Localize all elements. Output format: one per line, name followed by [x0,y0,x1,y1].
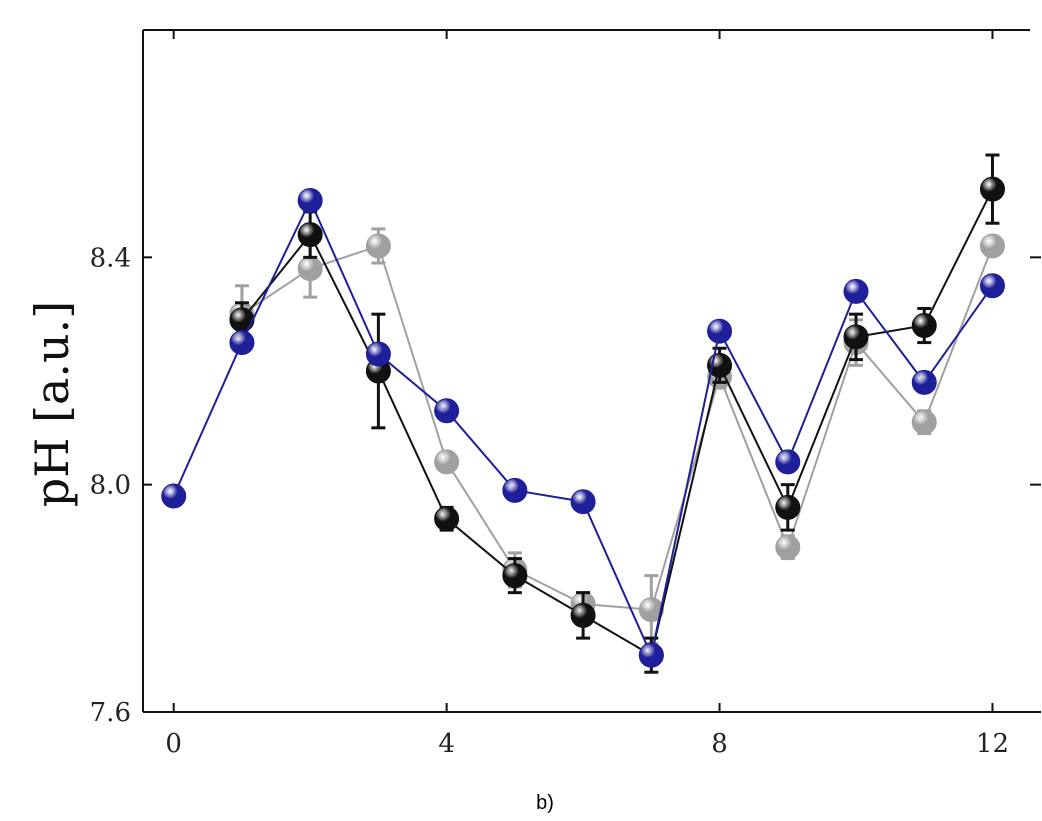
data-point [434,449,460,475]
data-point [979,273,1005,299]
data-point [775,534,801,560]
data-point [775,449,801,475]
y-tick-label: 8.0 [90,471,131,501]
data-point [911,369,937,395]
data-point [434,506,460,532]
data-point [229,307,255,333]
series-2 [161,188,1005,668]
data-point [434,398,460,424]
data-point [161,483,187,509]
x-tick-label: 8 [711,729,728,759]
data-point [570,602,596,628]
data-point [911,409,937,435]
series-layer [161,153,1005,674]
data-point [297,222,323,248]
data-point [229,330,255,356]
data-point [979,176,1005,202]
data-point [638,597,664,623]
series-1 [229,153,1005,674]
x-tick-label: 12 [976,729,1009,759]
y-axis-label: pH [a.u.] [25,301,79,507]
data-point [502,563,528,589]
data-point [365,233,391,259]
y-tick-label: 8.4 [90,243,131,273]
y-tick-label: 7.6 [90,698,131,728]
data-point [502,477,528,503]
x-tick-label: 4 [438,729,455,759]
data-point [638,642,664,668]
data-point [570,489,596,515]
data-point [979,233,1005,259]
data-point [775,494,801,520]
axes-layer: 0 4 8 12 7.6 8.0 8.4 [90,29,1041,759]
data-point [297,188,323,213]
data-point [843,278,869,304]
figure-caption: b) [536,792,554,814]
data-point [297,256,323,282]
x-tick-label: 0 [165,729,182,759]
data-point [843,324,869,350]
data-point [911,313,937,339]
data-point [365,341,391,367]
data-point [707,318,733,344]
